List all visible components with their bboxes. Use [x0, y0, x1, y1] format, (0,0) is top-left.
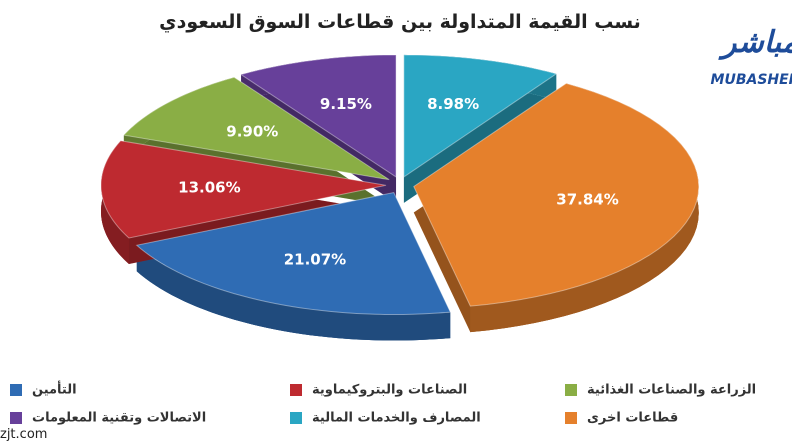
- data-label: 21.07%: [284, 251, 346, 269]
- legend-label: التأمين: [32, 381, 77, 398]
- pie-tops: 8.98% 37.84% 21.07% 13.06% 9.90% 9.15%: [100, 54, 700, 316]
- legend-label: المصارف والخدمات المالية: [312, 411, 481, 426]
- slice: [100, 140, 387, 239]
- data-label: 9.15%: [320, 95, 372, 113]
- chart-title: نسب القيمة المتداولة بين قطاعات السوق ال…: [159, 11, 641, 34]
- legend-swatch: [290, 384, 302, 396]
- legend-swatch: [565, 384, 577, 396]
- legend-swatch: [10, 412, 22, 424]
- slice-side: [136, 245, 451, 341]
- data-label: 8.98%: [427, 95, 479, 113]
- logo-arabic: مباشر: [718, 25, 792, 60]
- legend-swatch: [565, 412, 577, 424]
- data-label: 9.90%: [226, 122, 278, 140]
- legend-label: الصناعات والبتروكيماوية: [312, 383, 467, 398]
- slice-side: [470, 83, 699, 333]
- legend-label: الزراعة والصناعات الغذائية: [587, 383, 756, 398]
- slice-side-shade: [136, 245, 451, 341]
- slice: [239, 54, 397, 178]
- legend-label: قطاعات اخرى: [587, 411, 678, 426]
- legend-swatch: [290, 412, 302, 424]
- slice: [403, 54, 558, 178]
- data-label: 13.06%: [178, 179, 240, 197]
- slice-side-shade: [470, 83, 699, 333]
- legend-swatch: [10, 384, 22, 396]
- slice: [135, 191, 452, 316]
- legend-label: الاتصالات وتقنية المعلومات: [32, 411, 206, 426]
- watermark: zjt.com: [0, 427, 47, 442]
- logo-latin: MUBASHER: [711, 72, 792, 88]
- slice: [122, 76, 390, 181]
- data-label: 37.84%: [556, 191, 618, 209]
- slice: [413, 82, 700, 307]
